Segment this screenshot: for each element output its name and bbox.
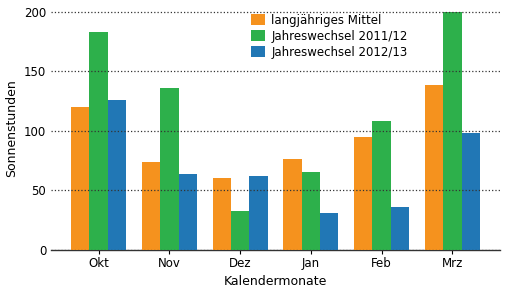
Bar: [249, 176, 267, 250]
Bar: [320, 213, 338, 250]
Bar: [178, 174, 196, 250]
Bar: [160, 88, 178, 250]
Bar: [442, 11, 461, 250]
Bar: [141, 162, 160, 250]
Bar: [283, 159, 301, 250]
Bar: [301, 173, 320, 250]
Bar: [89, 32, 108, 250]
Y-axis label: Sonnenstunden: Sonnenstunden: [6, 79, 19, 177]
Bar: [424, 86, 442, 250]
Bar: [354, 137, 372, 250]
Bar: [372, 121, 390, 250]
Bar: [390, 207, 409, 250]
Bar: [230, 211, 249, 250]
Bar: [71, 107, 89, 250]
Bar: [461, 133, 479, 250]
Bar: [212, 178, 230, 250]
X-axis label: Kalendermonate: Kalendermonate: [223, 275, 327, 288]
Bar: [108, 100, 126, 250]
Legend: langjähriges Mittel, Jahreswechsel 2011/12, Jahreswechsel 2012/13: langjähriges Mittel, Jahreswechsel 2011/…: [248, 11, 409, 61]
